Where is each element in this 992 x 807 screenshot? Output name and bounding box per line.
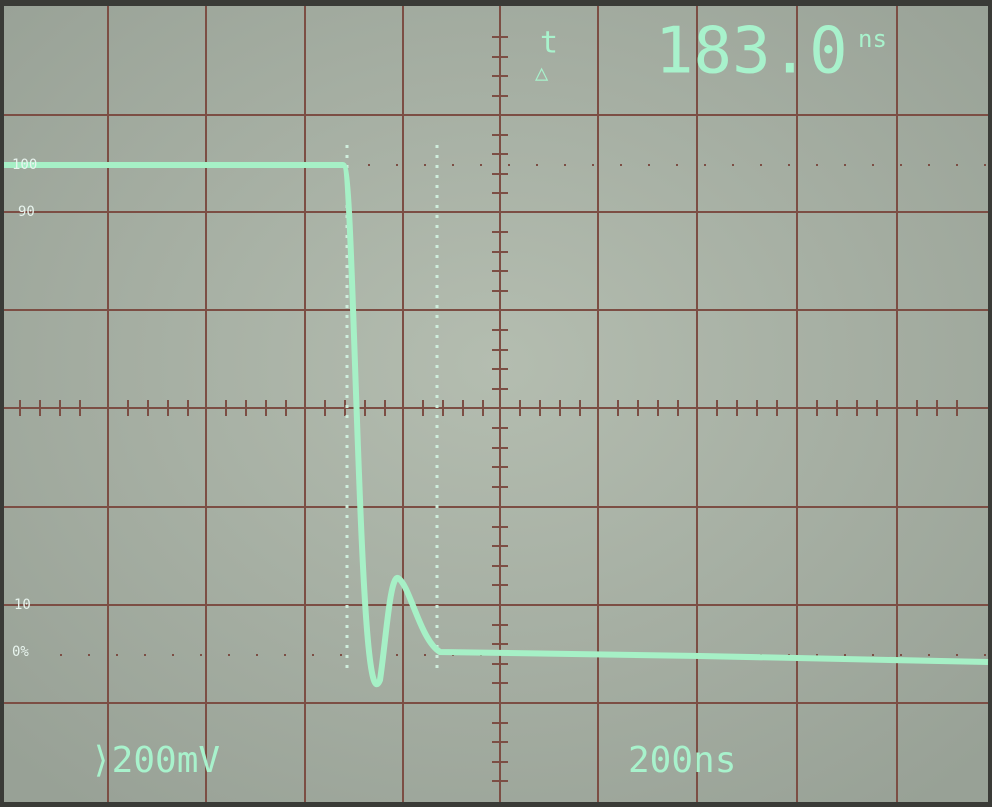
level-label: 0%	[12, 644, 29, 660]
readout-unit: ns	[858, 25, 887, 53]
readout-delta: △	[535, 61, 549, 86]
center-ticks	[19, 36, 958, 782]
cursors	[345, 145, 439, 670]
volts-per-div: ⟩200mV	[90, 740, 220, 781]
waveform	[4, 162, 989, 688]
time-per-div: 200ns	[628, 740, 736, 781]
graticule	[4, 6, 988, 802]
level-label: 10	[14, 597, 31, 613]
level-label: 90	[18, 204, 35, 220]
readout-t: t	[540, 26, 558, 61]
level-label: 100	[12, 157, 37, 173]
readout-value: 183.0	[655, 15, 848, 89]
